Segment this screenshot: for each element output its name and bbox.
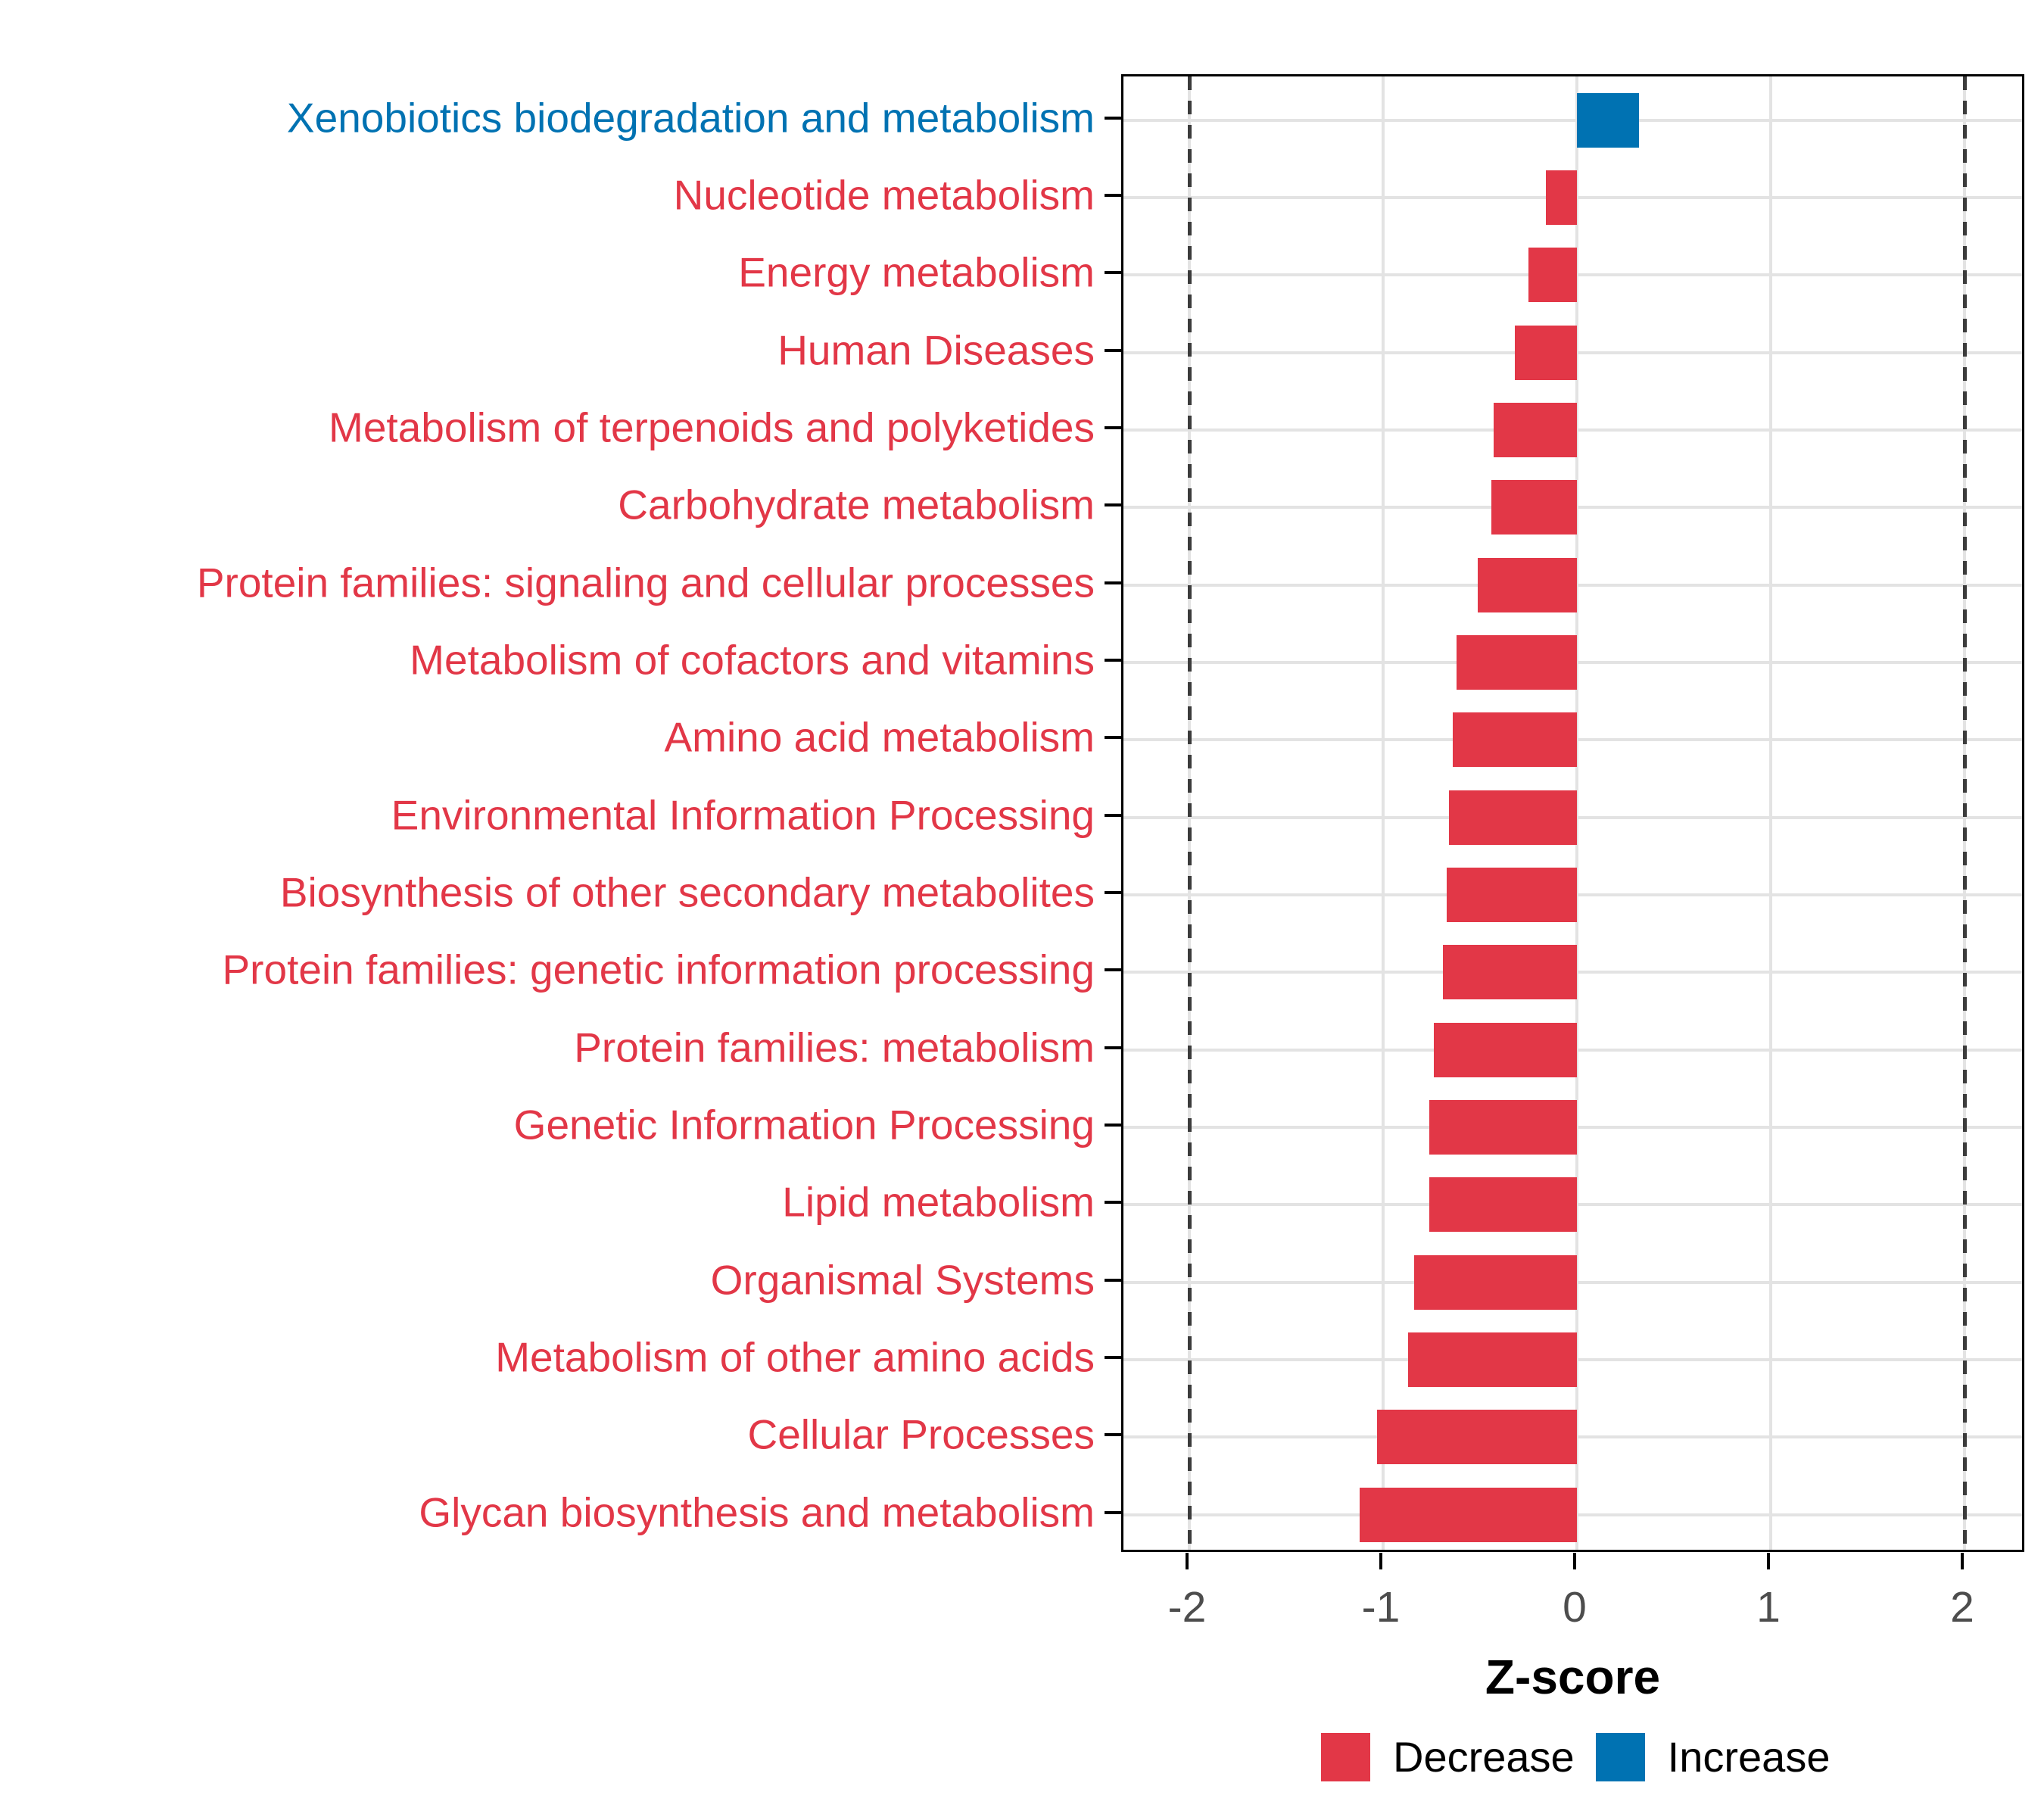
x-axis-tick [1379,1553,1382,1569]
category-label: Cellular Processes [747,1410,1095,1458]
y-axis-tick [1105,194,1121,198]
y-axis-tick [1105,736,1121,740]
category-label: Protein families: signaling and cellular… [196,559,1095,606]
bar-decrease [1429,1100,1577,1155]
x-axis-tick-label: 2 [1950,1583,1974,1632]
legend-label-decrease: Decrease [1393,1733,1575,1781]
x-axis-tick [1767,1553,1770,1569]
x-axis-tick-label: 0 [1563,1583,1587,1632]
bar-decrease [1493,403,1577,458]
bar-decrease [1408,1332,1577,1388]
gridline-vertical [1769,76,1772,1550]
bar-decrease [1413,1254,1577,1310]
y-axis-tick [1105,1124,1121,1127]
category-label: Biosynthesis of other secondary metaboli… [279,868,1095,916]
y-axis-tick [1105,1046,1121,1049]
category-label: Xenobiotics biodegradation and metabolis… [286,94,1095,142]
bar-decrease [1360,1487,1577,1542]
gridline-vertical [1382,76,1385,1550]
x-axis-tick-label: 1 [1756,1583,1781,1632]
category-label: Nucleotide metabolism [673,171,1095,219]
category-label: Metabolism of other amino acids [495,1333,1095,1381]
y-axis-tick [1105,116,1121,120]
category-label: Energy metabolism [738,248,1095,296]
category-label: Organismal Systems [710,1256,1095,1304]
x-axis-tick [1573,1553,1576,1569]
plot-panel [1121,74,2024,1552]
category-label: Human Diseases [777,326,1095,374]
y-axis-tick [1105,426,1121,430]
bar-decrease [1457,635,1577,690]
x-axis-tick-label: -1 [1361,1583,1401,1632]
y-axis-tick [1105,271,1121,275]
y-axis-tick [1105,968,1121,972]
bar-decrease [1429,1177,1577,1233]
bar-decrease [1443,945,1577,1000]
bar-decrease [1546,170,1577,226]
bar-decrease [1491,480,1577,535]
category-label: Metabolism of terpenoids and polyketides [329,404,1095,451]
dashed-reference-line [1187,76,1192,1550]
dashed-reference-line [1962,76,1967,1550]
y-axis-tick [1105,503,1121,507]
bar-decrease [1447,868,1577,923]
legend-key-increase-swatch [1595,1732,1645,1781]
y-axis-tick [1105,1201,1121,1205]
category-label: Amino acid metabolism [664,713,1095,761]
bar-decrease [1528,248,1577,303]
y-axis-tick [1105,1278,1121,1282]
legend-label-increase: Increase [1667,1733,1831,1781]
bar-decrease [1433,1022,1577,1077]
x-axis-title: Z-score [1485,1650,1661,1704]
bar-decrease [1515,325,1577,380]
gridline-vertical [1575,76,1578,1550]
y-axis-tick [1105,1433,1121,1437]
bar-decrease [1377,1410,1577,1465]
bar-decrease [1478,557,1577,612]
legend: Decrease Increase [1321,1732,1830,1781]
category-label: Glycan biosynthesis and metabolism [419,1488,1095,1536]
category-label: Lipid metabolism [782,1178,1095,1226]
category-label: Genetic Information Processing [513,1101,1095,1148]
legend-key-decrease-swatch [1321,1732,1370,1781]
category-label: Environmental Information Processing [391,791,1095,839]
bar-decrease [1453,712,1577,768]
gridline-horizontal [1123,118,2022,122]
x-axis-tick [1961,1553,1964,1569]
x-axis-tick [1186,1553,1189,1569]
y-axis-tick [1105,1356,1121,1360]
bar-decrease [1449,790,1577,845]
y-axis-tick [1105,1510,1121,1514]
category-label: Metabolism of cofactors and vitamins [410,636,1095,684]
y-axis-tick [1105,659,1121,662]
bar-increase [1577,92,1639,148]
y-axis-tick [1105,581,1121,584]
category-label: Protein families: metabolism [574,1024,1095,1071]
category-label: Protein families: genetic information pr… [222,946,1095,993]
y-axis-tick [1105,348,1121,352]
y-axis-tick [1105,813,1121,817]
category-label: Carbohydrate metabolism [618,481,1095,528]
x-axis-tick-label: -2 [1167,1583,1207,1632]
y-axis-tick [1105,891,1121,895]
